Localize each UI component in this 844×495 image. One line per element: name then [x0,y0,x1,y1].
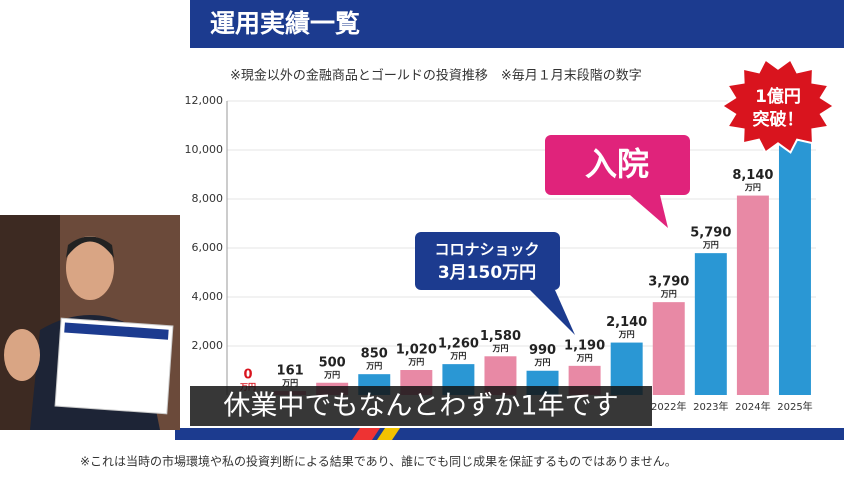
value-label: 3,790 [648,275,689,290]
header-bar [190,0,844,48]
value-unit: 万円 [660,290,677,299]
y-tick-label: 6,000 [192,241,224,254]
stripe-accent [377,428,400,440]
held-chart-header [64,322,169,340]
presenter-hand [4,329,40,381]
callout-tail [630,195,668,228]
value-unit: 万円 [449,352,466,361]
value-label: 500 [319,355,346,370]
y-tick-label: 2,000 [192,339,224,352]
caption-background [190,386,652,426]
presenter-hair [66,236,114,258]
value-label: 0 [244,368,253,383]
y-tick-label: 8,000 [192,192,224,205]
callout-text: 入院 [585,145,649,183]
value-unit: 万円 [365,362,382,371]
bar [778,125,811,395]
value-unit: 万円 [576,353,593,362]
value-label: 1,190 [564,338,605,353]
bar [694,253,727,395]
value-unit: 万円 [534,358,551,367]
stripe-accent [352,428,380,440]
badge-text: 突破！ [753,109,804,130]
y-tick-label: 10,000 [185,143,224,156]
value-label: 850 [361,347,388,362]
badge-burst [720,58,836,154]
x-tick-label: 2022年 [651,400,686,413]
presenter-video [0,215,180,430]
value-unit: 万円 [491,344,508,353]
callout-text: 3月150万円 [438,263,536,283]
callout-tail [530,290,575,335]
value-unit: 万円 [407,358,424,367]
callout-box [545,135,690,195]
value-label: 990 [529,343,556,358]
footnote: ※これは当時の市場環境や私の投資判断による結果であり、誰にでも同じ成果を保証する… [80,454,677,469]
bar [736,195,769,395]
y-tick-label: 12,000 [185,94,224,107]
value-label: 161 [277,364,304,379]
held-chart [54,317,174,415]
value-unit: 万円 [618,330,635,339]
value-unit: 万円 [323,370,340,379]
callouts: 入院 コロナショック 3月150万円 1億円 突破！ [415,58,836,335]
chart-title: 運用実績一覧 [210,9,360,38]
value-label: 5,790 [690,226,731,241]
bottom-stripe [175,428,844,440]
subtitle: ※現金以外の金融商品とゴールドの投資推移 ※毎月１月末段階の数字 [230,68,642,84]
value-unit: 万円 [281,379,298,388]
callout-text: コロナショック [434,241,539,259]
value-label: 1,260 [438,337,479,352]
x-tick-label: 2023年 [693,400,728,413]
badge-text: 1億円 [755,86,801,107]
y-tick-label: 4,000 [192,290,224,303]
x-tick-label: 2025年 [777,400,812,413]
value-unit: 万円 [702,241,719,250]
callout-box [415,232,560,290]
x-tick-label: 2024年 [735,400,770,413]
value-unit: 万円 [744,183,761,192]
value-label: 2,140 [606,315,647,330]
presenter-face [66,236,114,300]
value-label: 8,140 [732,168,773,183]
bar [652,302,685,395]
caption: 休業中でもなんとわずか1年です [223,391,618,422]
value-label: 1,580 [480,329,521,344]
value-label: 1,020 [396,343,437,358]
